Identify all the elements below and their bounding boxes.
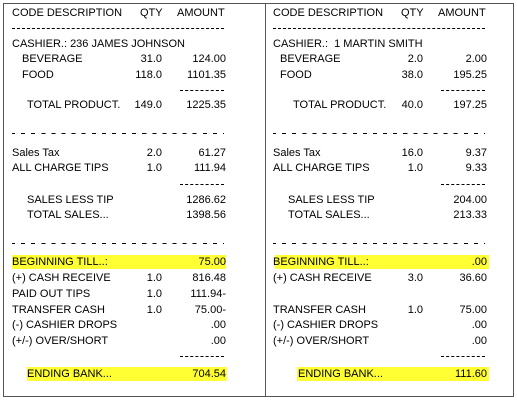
row-amount: 2.00 xyxy=(465,53,487,65)
row-amount: 1101.35 xyxy=(187,69,226,81)
row-qty: 3.0 xyxy=(407,272,423,284)
row-qty: 2.0 xyxy=(407,53,423,65)
header-amount: AMOUNT xyxy=(177,7,225,19)
row-qty: 1.0 xyxy=(146,304,162,316)
row-label: SALES LESS TIP xyxy=(288,194,375,206)
row-qty: 118.0 xyxy=(135,69,162,81)
row-label: ENDING BANK... xyxy=(298,368,383,380)
row-label: BEVERAGE xyxy=(22,53,83,65)
row-label: SALES LESS TIP xyxy=(27,194,114,206)
row-qty: 1.0 xyxy=(146,162,162,174)
row-label: Sales Tax xyxy=(273,147,321,159)
row-label: ENDING BANK... xyxy=(27,368,112,380)
highlight xyxy=(275,255,489,269)
row-amount: .00 xyxy=(471,256,487,268)
separator xyxy=(180,356,224,357)
row-amount: 36.60 xyxy=(459,272,487,284)
highlight xyxy=(12,255,226,269)
row-amount: 75.00 xyxy=(459,304,487,316)
row-qty: 1.0 xyxy=(407,162,423,174)
row-amount: .00 xyxy=(471,335,487,347)
row-label: ALL CHARGE TIPS xyxy=(273,162,370,174)
row-amount: 111.60 xyxy=(454,368,487,380)
row-amount: .00 xyxy=(210,335,226,347)
frame xyxy=(3,3,514,397)
separator xyxy=(441,356,485,357)
header-code: CODE DESCRIPTION xyxy=(273,7,384,19)
separator xyxy=(180,90,224,91)
row-qty: 1.0 xyxy=(146,272,162,284)
row-label: TRANSFER CASH xyxy=(273,304,366,316)
row-amount: 816.48 xyxy=(192,272,226,284)
row-qty: 16.0 xyxy=(401,147,423,159)
row-amount: 1398.56 xyxy=(186,209,226,221)
row-label: (+/-) OVER/SHORT xyxy=(12,335,109,347)
row-qty: 38.0 xyxy=(401,69,423,81)
header-code: CODE DESCRIPTION xyxy=(12,7,123,19)
row-label: BEVERAGE xyxy=(280,53,341,65)
row-label: FOOD xyxy=(22,69,54,81)
row-amount: .00 xyxy=(471,319,487,331)
row-label: TOTAL SALES... xyxy=(27,209,109,221)
row-label: BEGINNING TILL..: xyxy=(12,256,108,268)
row-label: TOTAL PRODUCT. xyxy=(293,99,387,111)
row-amount: 195.25 xyxy=(453,69,487,81)
row-label: BEGINNING TILL..: xyxy=(273,256,369,268)
separator xyxy=(12,28,224,29)
separator xyxy=(273,243,485,244)
separator xyxy=(441,184,485,185)
separator xyxy=(180,184,224,185)
row-label: (-) CASHIER DROPS xyxy=(12,319,118,331)
row-amount: 61.27 xyxy=(198,147,226,159)
row-amount: 75.00 xyxy=(198,256,226,268)
row-amount: .00 xyxy=(210,319,226,331)
row-qty: 2.0 xyxy=(146,147,162,159)
row-amount: 9.33 xyxy=(465,162,487,174)
separator xyxy=(12,133,224,134)
row-label: (-) CASHIER DROPS xyxy=(273,319,379,331)
row-amount: 204.00 xyxy=(453,194,487,206)
row-label: TOTAL PRODUCT. xyxy=(27,99,121,111)
row-amount: 704.54 xyxy=(192,368,226,380)
separator xyxy=(441,90,485,91)
row-qty: 31.0 xyxy=(140,53,162,65)
header-qty: QTY xyxy=(140,7,163,19)
row-label: (+/-) OVER/SHORT xyxy=(273,335,370,347)
separator xyxy=(273,133,485,134)
row-amount: 111.94- xyxy=(190,288,226,300)
row-amount: 1286.62 xyxy=(186,194,226,206)
row-qty: 1.0 xyxy=(146,288,162,300)
row-qty: 149.0 xyxy=(134,99,162,111)
row-amount: 9.37 xyxy=(465,147,487,159)
row-label: ALL CHARGE TIPS xyxy=(12,162,109,174)
row-amount: 124.00 xyxy=(192,53,226,65)
highlight xyxy=(297,367,489,381)
row-amount: 75.00- xyxy=(194,304,226,316)
row-label: (+) CASH RECEIVE xyxy=(12,272,111,284)
cashier: CASHIER.: 1 MARTIN SMITH xyxy=(273,38,423,50)
row-qty: 1.0 xyxy=(407,304,423,316)
separator xyxy=(273,28,485,29)
row-amount: 213.33 xyxy=(453,209,487,221)
row-label: TOTAL SALES... xyxy=(288,209,370,221)
row-amount: 197.25 xyxy=(453,99,487,111)
row-qty: 40.0 xyxy=(401,99,423,111)
row-amount: 1225.35 xyxy=(186,99,226,111)
header-qty: QTY xyxy=(401,7,424,19)
row-label: PAID OUT TIPS xyxy=(12,288,91,300)
row-label: FOOD xyxy=(280,69,312,81)
cashier: CASHIER.: 236 JAMES JOHNSON xyxy=(12,38,185,50)
row-label: (+) CASH RECEIVE xyxy=(273,272,372,284)
row-label: TRANSFER CASH xyxy=(12,304,105,316)
row-label: Sales Tax xyxy=(12,147,60,159)
row-amount: 111.94 xyxy=(193,162,226,174)
panel-divider xyxy=(265,3,266,397)
highlight xyxy=(27,367,227,381)
separator xyxy=(12,243,224,244)
header-amount: AMOUNT xyxy=(438,7,486,19)
